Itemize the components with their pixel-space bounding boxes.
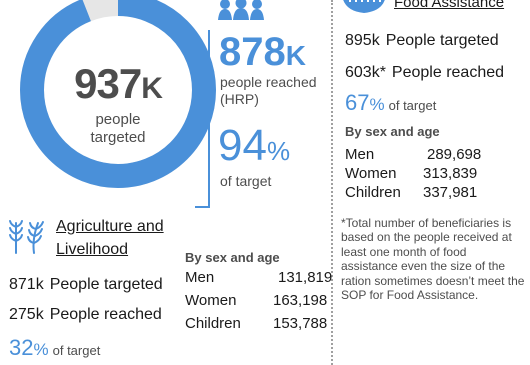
food-by-sex-age-title: By sex and age bbox=[345, 124, 440, 139]
agri-reached-row: 275k People reached bbox=[9, 306, 162, 323]
bracket-vertical-line bbox=[208, 30, 210, 206]
overall-percent-label: of target bbox=[220, 173, 272, 189]
donut-progress-arc bbox=[20, 0, 216, 188]
wheat-icon bbox=[9, 220, 44, 254]
food-targeted-row: 895k People targeted bbox=[345, 32, 499, 49]
people-group-icon bbox=[218, 0, 264, 20]
agri-targeted-row: 871k People targeted bbox=[9, 276, 163, 293]
food-reached-row: 603k* People reached bbox=[345, 64, 505, 81]
section-divider bbox=[331, 0, 333, 365]
food-bowl-icon bbox=[343, 0, 385, 13]
targeted-label-line1: people bbox=[95, 111, 141, 128]
food-row-women: Women 313,839 bbox=[345, 165, 478, 182]
food-row-children: Children 337,981 bbox=[345, 184, 478, 201]
food-row-men: Men 289,698 bbox=[345, 146, 482, 163]
food-percent-of-target: 67% of target bbox=[345, 90, 437, 115]
donut-center-text: 937K people targeted bbox=[18, 62, 218, 147]
reached-total: 878K bbox=[219, 30, 306, 74]
targeted-donut-chart bbox=[20, 0, 216, 188]
food-footnote: *Total number of beneficiaries is based … bbox=[341, 216, 525, 303]
agri-row-women: Women 163,198 bbox=[185, 292, 328, 309]
agri-row-children: Children 153,788 bbox=[185, 315, 328, 332]
agri-row-men: Men 131,819 bbox=[185, 269, 333, 286]
food-assistance-title: Food Assistance bbox=[394, 0, 505, 11]
targeted-total: 937K bbox=[74, 60, 163, 107]
bracket-connector-bottom bbox=[195, 206, 210, 208]
agri-by-sex-age-title: By sex and age bbox=[185, 250, 280, 265]
reached-label: people reached (HRP) bbox=[220, 74, 317, 107]
targeted-label-line2: targeted bbox=[90, 129, 146, 146]
agri-percent-of-target: 32% of target bbox=[9, 335, 101, 360]
overall-percent-of-target: 94% bbox=[218, 121, 291, 170]
bracket-connector-top bbox=[195, 105, 209, 107]
agriculture-title: Agriculture and Livelihood bbox=[56, 218, 164, 258]
